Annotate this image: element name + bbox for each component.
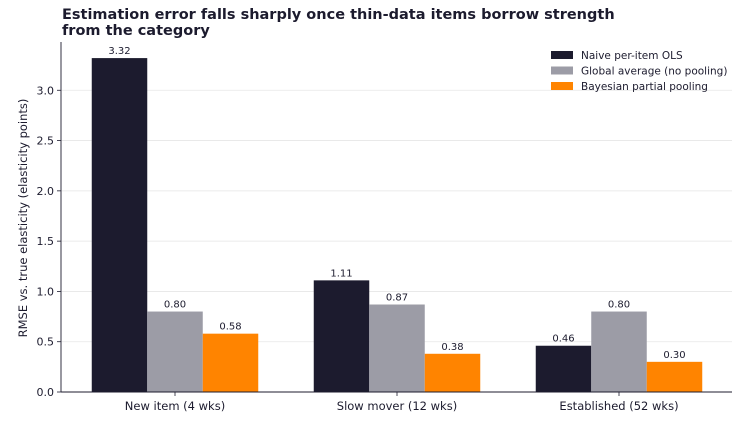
legend-label: Naive per-item OLS (581, 50, 683, 62)
bar (369, 304, 425, 392)
y-tick-label: 0.5 (37, 336, 55, 349)
bar (646, 361, 703, 392)
y-tick-label: 3.0 (37, 84, 55, 97)
y-tick-label: 1.0 (37, 285, 55, 298)
bar-value-label: 0.38 (441, 342, 463, 353)
y-tick-label: 1.5 (37, 235, 55, 248)
y-tick-labels: 0.0 0.5 1.0 1.5 2.0 2.5 3.0 (37, 84, 55, 399)
y-tick-label: 2.5 (37, 135, 55, 148)
bar (202, 333, 259, 392)
bar-value-label: 0.87 (386, 293, 408, 304)
x-tick-labels: New item (4 wks) Slow mover (12 wks) Estab… (125, 399, 679, 413)
y-axis-title: RMSE vs. true elasticity (elasticity poi… (16, 99, 30, 338)
bar (591, 311, 647, 392)
legend: Naive per-item OLS Global average (no poo… (551, 50, 727, 93)
bar-value-label: 0.46 (552, 334, 574, 345)
bar-value-label: 0.80 (608, 300, 630, 311)
chart-title: Estimation error falls sharply once thin… (62, 7, 615, 39)
bar-value-label: 1.11 (330, 268, 352, 279)
x-tick-label: New item (4 wks) (125, 399, 225, 413)
bar-value-label: 0.58 (219, 322, 241, 333)
legend-swatch (551, 51, 573, 59)
data-labels: 3.32 0.80 0.58 1.11 0.87 0.38 0.46 0.80 0.30 (108, 46, 685, 361)
bar-value-label: 0.80 (164, 300, 186, 311)
bar (147, 311, 203, 392)
bar (91, 58, 148, 393)
bar (313, 280, 370, 392)
x-tick-label: Established (52 wks) (559, 399, 678, 413)
axes (57, 42, 732, 396)
legend-swatch (551, 82, 573, 90)
legend-label: Bayesian partial pooling (581, 81, 708, 93)
legend-swatch (551, 66, 573, 75)
legend-label: Global average (no pooling) (581, 66, 727, 78)
bar (424, 353, 481, 392)
gridlines (61, 89, 732, 343)
y-tick-label: 2.0 (37, 185, 55, 198)
bar-value-label: 0.30 (663, 350, 685, 361)
x-tick-label: Slow mover (12 wks) (337, 399, 457, 413)
bar-value-label: 3.32 (108, 46, 130, 57)
bar (535, 345, 592, 392)
y-tick-label: 0.0 (37, 386, 55, 399)
bars (91, 58, 703, 393)
